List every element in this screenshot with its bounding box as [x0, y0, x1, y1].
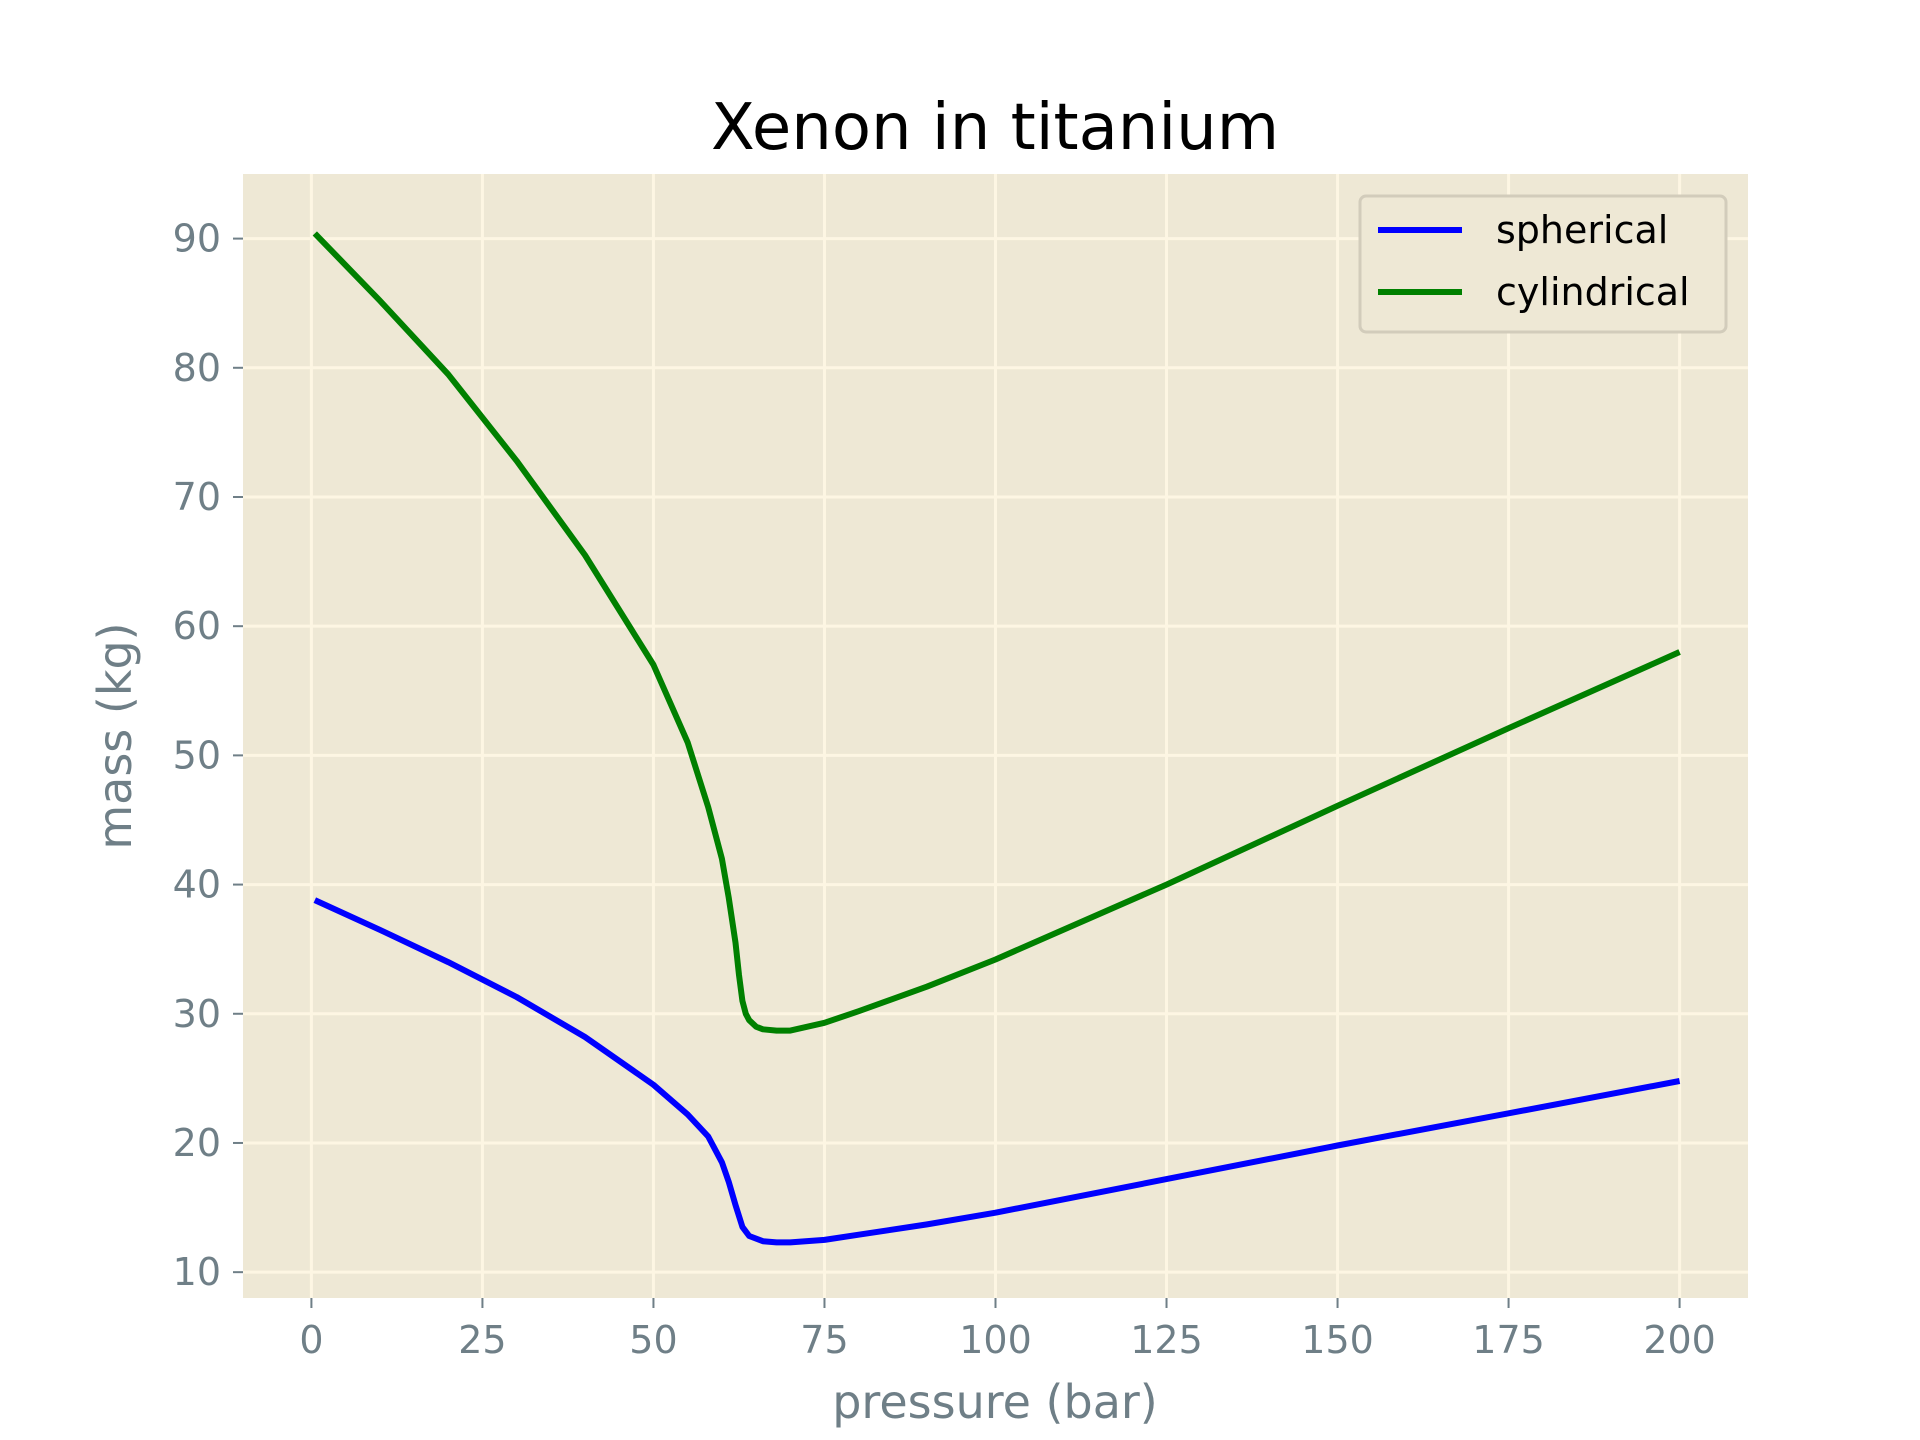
- x-tick-label: 175: [1472, 1318, 1545, 1362]
- grid-lines: [243, 174, 1748, 1298]
- y-axis-label: mass (kg): [88, 622, 142, 849]
- y-tick-label: 30: [173, 992, 221, 1036]
- x-tick-label: 200: [1643, 1318, 1716, 1362]
- series-line-cylindrical: [312, 231, 1681, 1034]
- x-tick-label: 25: [458, 1318, 506, 1362]
- chart-title: Xenon in titanium: [711, 91, 1279, 165]
- y-tick-label: 20: [173, 1121, 221, 1165]
- x-tick-label: 100: [959, 1318, 1032, 1362]
- y-tick-label: 50: [173, 733, 221, 777]
- x-tick-label: 125: [1130, 1318, 1203, 1362]
- series-line-spherical: [313, 897, 1681, 1246]
- y-tick-label: 70: [173, 475, 221, 519]
- legend: spherical cylindrical: [1358, 194, 1728, 334]
- legend-label-spherical: spherical: [1496, 208, 1668, 252]
- x-tick-label: 75: [800, 1318, 848, 1362]
- axis-ticks: 0 25 50 75 100 125 150 175 200 10 20 30 40 50 60 70 80 90: [173, 217, 1716, 1362]
- y-tick-label: 40: [173, 863, 221, 907]
- x-axis-label: pressure (bar): [832, 1375, 1158, 1429]
- y-tick-label: 90: [173, 217, 221, 261]
- y-tick-label: 80: [173, 346, 221, 390]
- y-tick-label: 60: [173, 604, 221, 648]
- x-tick-label: 150: [1301, 1318, 1374, 1362]
- y-tick-label: 10: [173, 1250, 221, 1294]
- x-tick-label: 0: [299, 1318, 323, 1362]
- x-tick-label: 50: [629, 1318, 677, 1362]
- series-layer: [312, 231, 1681, 1246]
- legend-label-cylindrical: cylindrical: [1496, 270, 1690, 314]
